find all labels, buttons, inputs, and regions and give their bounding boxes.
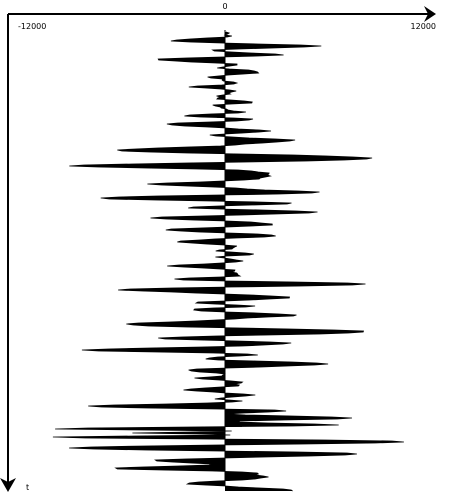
trace-fill xyxy=(52,32,404,491)
x-tick-labels: -12000 0 12000 xyxy=(18,2,436,31)
trace-line xyxy=(52,31,404,492)
y-axis-label: t xyxy=(26,483,29,492)
x-tick-label-2: 12000 xyxy=(411,22,436,31)
y-axis-arrow xyxy=(0,478,16,492)
x-tick-label-0: -12000 xyxy=(18,22,46,31)
x-tick-label-1: 0 xyxy=(222,2,227,11)
x-axis-arrow xyxy=(424,6,436,22)
